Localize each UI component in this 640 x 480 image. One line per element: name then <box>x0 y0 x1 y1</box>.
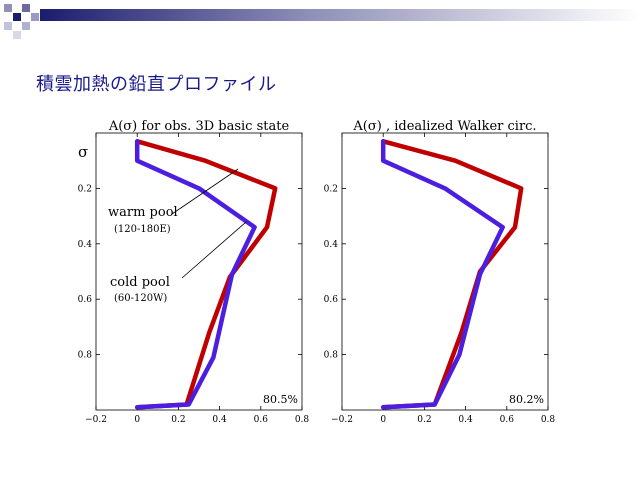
cold-pool-label: cold pool <box>110 275 170 290</box>
y-axis-label: σ <box>78 143 88 161</box>
x-tick-label: 0.8 <box>541 415 556 425</box>
y-tick-label: 0.4 <box>78 240 93 250</box>
chart-title: A(σ) for obs. 3D basic state <box>108 119 290 134</box>
x-tick-label: −0.2 <box>331 415 353 425</box>
x-tick-label: 0.2 <box>171 415 185 425</box>
warm-pool-sublabel: (120-180E) <box>114 224 171 235</box>
x-tick-label: 0.2 <box>417 415 431 425</box>
chart-2: −0.2 0 0.2 0.4 0.6 0.8 0.2 0.4 0.6 0.8 A(σ) , idea… <box>324 119 556 425</box>
x-tick-label: 0.6 <box>500 415 515 425</box>
series-line-cold <box>380 139 505 410</box>
plot-frame <box>95 132 303 411</box>
y-tick-label: 0.2 <box>324 184 338 194</box>
x-tick-label: 0 <box>380 415 386 425</box>
y-tick-label: 0.8 <box>78 351 93 361</box>
x-tick-label: 0 <box>134 415 140 425</box>
y-tick-label: 0.4 <box>324 240 339 250</box>
y-tick-label: 0.2 <box>78 184 92 194</box>
percent-annotation: 80.5% <box>263 393 298 406</box>
y-tick-label: 0.6 <box>324 295 339 305</box>
warm-pool-leader <box>171 168 239 215</box>
x-tick-label: 0.4 <box>212 415 227 425</box>
x-tick-label: −0.2 <box>85 415 107 425</box>
plot-frame <box>341 132 549 411</box>
chart-1: −0.2 0 0.2 0.4 0.6 0.8 0.2 0.4 0.6 0.8 A(σ) for ob… <box>78 119 310 425</box>
y-tick-label: 0.8 <box>324 351 339 361</box>
percent-annotation: 80.2% <box>509 393 544 406</box>
y-tick-label: 0.6 <box>78 295 93 305</box>
warm-pool-label: warm pool <box>108 205 178 220</box>
x-tick-label: 0.6 <box>254 415 269 425</box>
slide-title: 積雲加熱の鉛直プロファイル <box>36 74 277 95</box>
cold-pool-sublabel: (60-120W) <box>114 293 167 304</box>
series-line-warm <box>134 139 278 410</box>
header-decoration <box>4 4 640 39</box>
x-tick-label: 0.4 <box>458 415 473 425</box>
chart-title: A(σ) , idealized Walker circ. <box>352 119 536 134</box>
series-line-cold <box>134 139 257 410</box>
cold-pool-leader <box>181 221 247 279</box>
x-tick-label: 0.8 <box>295 415 310 425</box>
